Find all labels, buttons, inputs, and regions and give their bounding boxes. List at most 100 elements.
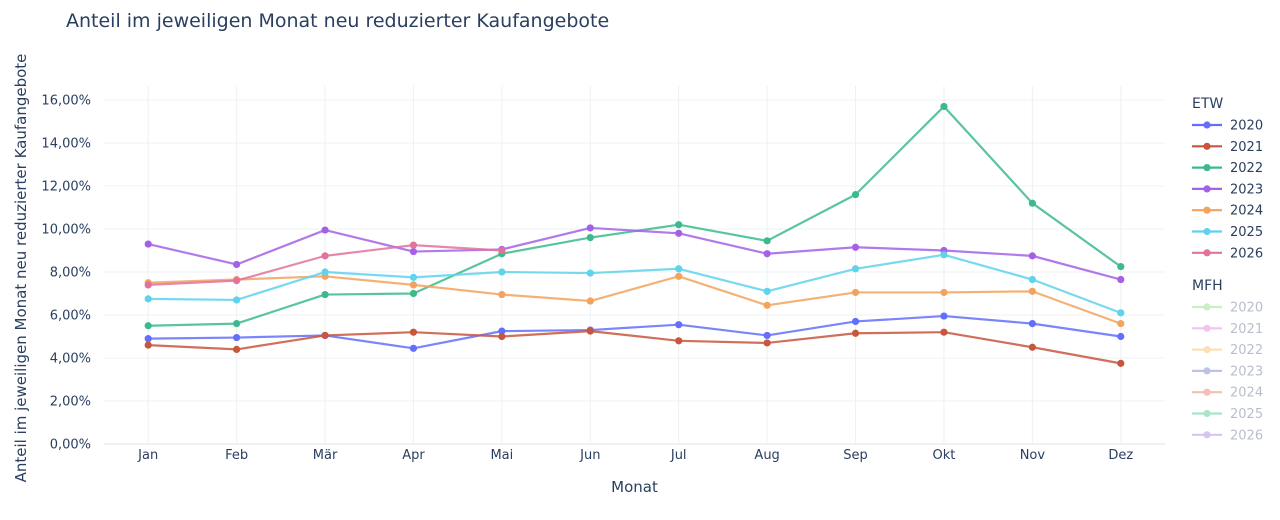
data-point[interactable] — [1117, 320, 1125, 328]
data-point[interactable] — [1117, 275, 1125, 284]
legend-item-etw-2024[interactable]: 2024 — [1192, 204, 1263, 219]
data-point[interactable] — [1028, 199, 1036, 207]
data-point[interactable] — [144, 281, 152, 289]
data-point[interactable] — [409, 344, 418, 352]
data-point[interactable] — [321, 252, 329, 260]
data-point[interactable] — [586, 234, 594, 242]
data-point[interactable] — [409, 289, 418, 298]
y-tick-label: 14,00% — [41, 137, 91, 152]
data-point[interactable] — [1028, 287, 1036, 295]
data-point[interactable] — [586, 269, 594, 277]
data-point[interactable] — [851, 329, 860, 337]
legend-item-mfh-2023[interactable]: 2023 — [1192, 364, 1263, 379]
legend-label: 2024 — [1230, 204, 1263, 219]
data-point[interactable] — [675, 229, 683, 237]
data-point[interactable] — [586, 297, 594, 305]
data-point[interactable] — [675, 321, 683, 329]
data-point[interactable] — [498, 246, 506, 255]
data-point[interactable] — [940, 102, 948, 111]
data-point[interactable] — [851, 243, 860, 251]
legend-item-etw-2023[interactable]: 2023 — [1192, 182, 1263, 197]
data-point[interactable] — [233, 296, 241, 304]
data-point[interactable] — [409, 281, 418, 289]
data-point[interactable] — [233, 333, 241, 342]
data-point[interactable] — [851, 317, 860, 326]
legend-label: 2025 — [1230, 225, 1263, 240]
data-point[interactable] — [940, 312, 948, 320]
legend-item-etw-2020[interactable]: 2020 — [1192, 119, 1263, 134]
data-point[interactable] — [1117, 309, 1125, 317]
data-point[interactable] — [851, 191, 860, 199]
data-point[interactable] — [851, 288, 860, 297]
data-point[interactable] — [675, 337, 683, 345]
data-point[interactable] — [1028, 275, 1036, 284]
x-tick-label: Feb — [225, 448, 248, 463]
data-point[interactable] — [233, 277, 241, 285]
data-point[interactable] — [321, 331, 329, 340]
series-line-2025 — [147, 253, 1122, 314]
data-point[interactable] — [498, 332, 506, 341]
y-tick-label: 6,00% — [50, 309, 91, 324]
data-point[interactable] — [144, 335, 152, 343]
legend-item-mfh-2026[interactable]: 2026 — [1192, 428, 1263, 443]
legend-item-mfh-2021[interactable]: 2021 — [1192, 322, 1263, 337]
data-point[interactable] — [586, 224, 594, 232]
data-point[interactable] — [144, 240, 152, 248]
data-point[interactable] — [675, 272, 683, 280]
legend-item-etw-2022[interactable]: 2022 — [1192, 161, 1263, 176]
data-point[interactable] — [409, 328, 418, 336]
legend-item-mfh-2020[interactable]: 2020 — [1192, 301, 1263, 316]
data-point[interactable] — [940, 288, 948, 297]
data-point[interactable] — [675, 221, 683, 229]
data-point[interactable] — [763, 250, 771, 258]
data-point[interactable] — [940, 251, 948, 259]
data-point[interactable] — [1028, 252, 1036, 260]
legend-item-etw-2026[interactable]: 2026 — [1192, 246, 1263, 261]
data-point[interactable] — [763, 339, 771, 347]
data-point[interactable] — [498, 327, 506, 335]
data-point[interactable] — [586, 327, 594, 335]
data-point[interactable] — [321, 268, 329, 276]
data-point[interactable] — [763, 237, 771, 245]
legend-swatch-marker — [1203, 388, 1211, 396]
legend-label: 2023 — [1230, 364, 1263, 379]
data-point[interactable] — [321, 226, 329, 234]
legend-label: 2023 — [1230, 182, 1263, 197]
data-point[interactable] — [233, 320, 241, 328]
legend-swatch-marker — [1203, 142, 1211, 150]
x-tick-label: Jun — [579, 448, 600, 463]
data-point[interactable] — [763, 331, 771, 340]
data-point[interactable] — [851, 265, 860, 273]
data-point[interactable] — [498, 290, 506, 299]
data-point[interactable] — [409, 241, 418, 249]
data-point[interactable] — [1028, 343, 1036, 351]
data-point[interactable] — [763, 287, 771, 295]
data-point[interactable] — [1028, 320, 1036, 328]
x-tick-label: Sep — [843, 448, 868, 463]
data-point[interactable] — [233, 260, 241, 269]
data-point[interactable] — [409, 273, 418, 281]
legend-item-mfh-2024[interactable]: 2024 — [1192, 386, 1263, 401]
legend-swatch-marker — [1203, 249, 1211, 257]
data-point[interactable] — [144, 295, 152, 303]
data-point[interactable] — [1117, 332, 1125, 341]
legend-item-mfh-2022[interactable]: 2022 — [1192, 343, 1263, 358]
data-point[interactable] — [321, 290, 329, 299]
data-point[interactable] — [675, 265, 683, 273]
x-tick-label: Dez — [1108, 448, 1133, 463]
legend-item-etw-2021[interactable]: 2021 — [1192, 140, 1263, 155]
legend[interactable]: ETW 2020 2021 2022 2023 2024 2025 2026 MFH 2020 20… — [1192, 96, 1263, 443]
data-point[interactable] — [1117, 263, 1125, 271]
data-point[interactable] — [498, 268, 506, 276]
x-tick-label: Mär — [313, 448, 338, 463]
data-point[interactable] — [409, 247, 418, 256]
data-point[interactable] — [940, 328, 948, 336]
data-point[interactable] — [144, 322, 152, 330]
legend-item-etw-2025[interactable]: 2025 — [1192, 225, 1263, 240]
legend-item-mfh-2025[interactable]: 2025 — [1192, 407, 1263, 422]
data-point[interactable] — [233, 345, 241, 353]
series-2026 — [144, 241, 506, 289]
data-point[interactable] — [144, 341, 152, 349]
data-point[interactable] — [763, 301, 771, 309]
data-point[interactable] — [1117, 359, 1125, 367]
